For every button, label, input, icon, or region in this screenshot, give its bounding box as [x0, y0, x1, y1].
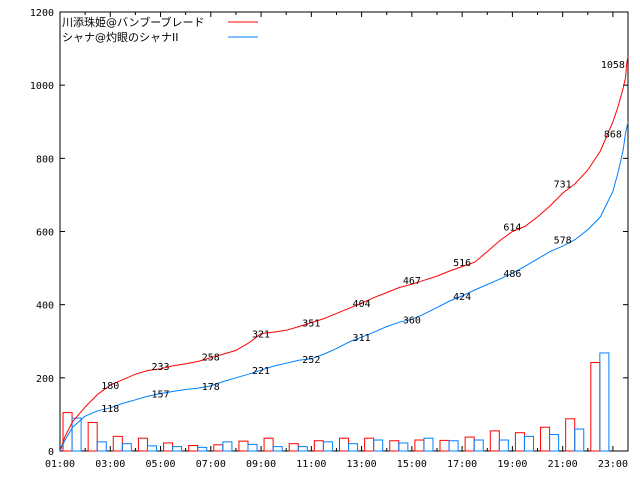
hourly-bar: [414, 439, 425, 452]
hourly-bar: [498, 439, 509, 452]
data-label: 424: [453, 292, 471, 303]
hourly-bar: [188, 445, 199, 452]
data-label: 221: [252, 366, 270, 377]
y-axis: 0 200 400 600 800 1000 1200: [30, 8, 628, 458]
hourly-bar: [87, 421, 98, 452]
hourly-bar: [439, 439, 450, 452]
data-label: 516: [453, 258, 471, 269]
x-tick-label: 05:00: [145, 459, 175, 470]
data-label: 258: [202, 353, 220, 364]
y-tick-label: 600: [36, 228, 54, 239]
x-tick-label: 17:00: [447, 459, 477, 470]
data-label: 233: [151, 362, 169, 373]
x-tick-label: 19:00: [497, 459, 527, 470]
y-tick-label: 1200: [30, 8, 54, 19]
data-label: 868: [604, 129, 622, 140]
y-tick-label: 0: [48, 447, 54, 458]
data-label: 118: [101, 404, 119, 415]
series-line: [59, 121, 629, 452]
data-label: 731: [554, 180, 572, 191]
data-label: 404: [353, 299, 371, 310]
hourly-bar: [163, 442, 174, 452]
hourly-bar: [146, 445, 158, 452]
x-tick-label: 23:00: [598, 459, 628, 470]
hourly-bar: [373, 439, 384, 452]
data-label: 321: [252, 330, 270, 341]
hourly-bar: [514, 432, 525, 452]
hourly-bar: [222, 441, 233, 452]
hourly-bar: [364, 437, 375, 452]
hourly-bar: [172, 446, 183, 452]
hourly-bar: [590, 361, 601, 452]
hourly-bar: [197, 446, 208, 452]
x-axis: 01:00 03:00 05:00 07:00 09:00 11:00 13:00 15:00…: [45, 12, 628, 470]
hourly-bar: [389, 440, 400, 452]
hourly-bar: [137, 437, 148, 452]
hourly-bar: [288, 443, 299, 452]
y-tick-label: 400: [36, 301, 54, 312]
x-tick-label: 15:00: [397, 459, 427, 470]
hourly-bar: [540, 426, 551, 452]
hourly-bars: [62, 352, 610, 452]
hourly-bar: [574, 428, 585, 452]
x-tick-label: 07:00: [196, 459, 226, 470]
data-label: 486: [503, 269, 521, 280]
x-tick-label: 09:00: [246, 459, 276, 470]
hourly-bar: [599, 352, 610, 452]
x-tick-label: 03:00: [95, 459, 125, 470]
data-label: 157: [151, 390, 169, 401]
data-label: 252: [302, 355, 320, 366]
data-labels: 180 233 258 321 351 404 467 516 614 731 1058 118 157…: [101, 60, 625, 415]
hourly-bar: [423, 437, 434, 452]
x-tick-label: 11:00: [296, 459, 326, 470]
hourly-bar: [313, 440, 324, 452]
hourly-bar: [549, 434, 560, 452]
hourly-bar: [247, 443, 258, 452]
y-tick-label: 1000: [30, 81, 54, 92]
hourly-bar: [338, 437, 350, 452]
series-line: [59, 55, 629, 452]
x-tick-label: 21:00: [548, 459, 578, 470]
hourly-bar: [213, 444, 224, 452]
legend-label: シャナ@灼眼のシャナII: [62, 30, 179, 44]
hourly-bar: [523, 435, 535, 452]
hourly-bar: [297, 446, 308, 452]
hourly-bar: [348, 443, 359, 452]
data-label: 578: [554, 236, 572, 247]
hourly-bar: [71, 417, 82, 452]
hourly-bar: [448, 440, 459, 452]
hourly-bar: [263, 437, 274, 452]
data-label: 180: [101, 381, 119, 392]
hourly-bar: [473, 439, 484, 452]
data-label: 1058: [601, 60, 625, 71]
data-label: 360: [403, 315, 421, 326]
hourly-bar: [121, 443, 132, 452]
x-tick-label: 01:00: [45, 459, 75, 470]
hourly-bar: [398, 442, 409, 452]
hourly-bar: [464, 436, 475, 452]
y-tick-label: 800: [36, 154, 54, 165]
data-label: 351: [302, 319, 320, 330]
data-label: 614: [503, 222, 521, 233]
x-tick-label: 13:00: [347, 459, 377, 470]
series-lines: [59, 55, 629, 452]
hourly-bar: [238, 440, 249, 452]
hourly-bar: [489, 430, 500, 452]
hourly-bar: [112, 435, 123, 452]
y-tick-label: 200: [36, 374, 54, 385]
hourly-bar: [272, 446, 283, 452]
plot-frame: [59, 11, 629, 452]
legend-label: 川添珠姫@バンブーブレード: [62, 15, 205, 29]
hourly-bar: [322, 441, 333, 452]
data-label: 467: [403, 276, 421, 287]
data-label: 311: [353, 333, 371, 344]
hourly-bar: [96, 441, 107, 452]
hourly-bar: [565, 418, 576, 452]
data-label: 178: [202, 382, 220, 393]
